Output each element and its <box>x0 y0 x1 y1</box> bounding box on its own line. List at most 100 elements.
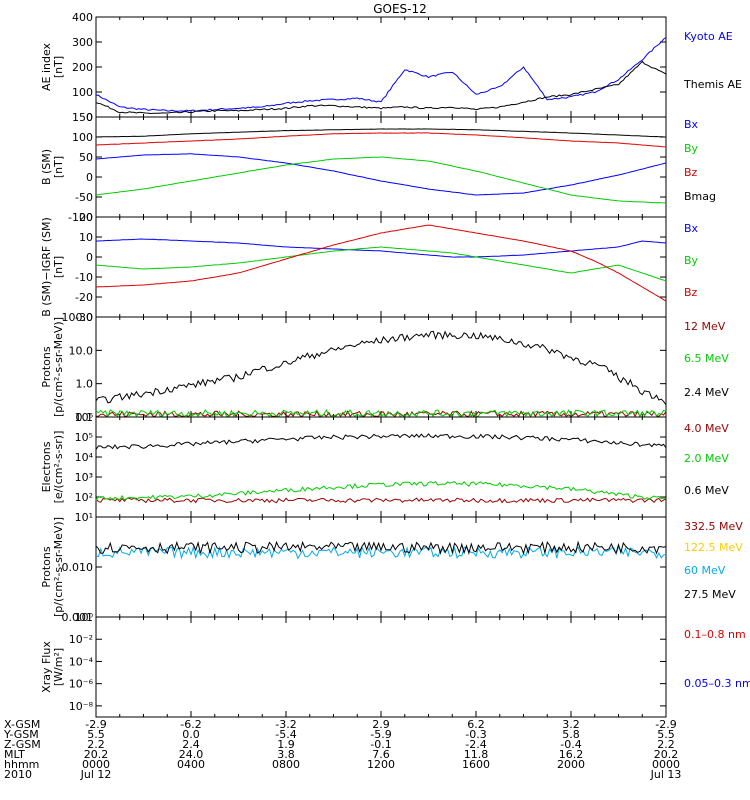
panel-ae: 0 100 200 300 400 AE index[nT] Kyoto AE Themis … <box>40 11 742 124</box>
legend-protons_high-0: 332.5 MeV <box>684 520 743 533</box>
ephemeris-value: 2.9 <box>372 718 390 731</box>
legend-bdiff-2: Bz <box>684 286 698 299</box>
y-tick-label: 150 <box>72 111 93 124</box>
legend-electrons-0: 4.0 MeV <box>684 422 729 435</box>
y-tick-label: 1.0 <box>76 378 94 391</box>
y-axis-label: Xray Flux[W/m²] <box>40 641 65 693</box>
y-tick-label: 20 <box>79 211 93 224</box>
ephemeris-value: -0.1 <box>370 738 391 751</box>
panel-frame <box>95 416 667 518</box>
ephemeris-value: 7.6 <box>372 748 390 761</box>
ephemeris-value: Jul 12 <box>80 768 112 781</box>
ephemeris-value: 20.2 <box>654 748 679 761</box>
y-tick-label: 10⁻⁶ <box>69 678 94 691</box>
ephemeris-value: 6.2 <box>467 718 485 731</box>
ephemeris-value: 0000 <box>652 758 680 771</box>
legend-xray-0: 0.1–0.8 nm <box>684 628 746 641</box>
panel-frame <box>95 116 667 218</box>
y-tick-label: 300 <box>72 36 93 49</box>
ephemeris-value: 11.8 <box>464 748 489 761</box>
y-tick-label: 10 <box>79 231 93 244</box>
y-tick-label: -100 <box>68 211 93 224</box>
panel-frame <box>95 316 667 418</box>
y-tick-label: 10² <box>75 491 93 504</box>
ephemeris-value: 5.8 <box>562 728 580 741</box>
series-electrons-0 <box>95 497 667 504</box>
panel-bsm: -100 -50 0 50 100 150 B (SM)[nT] Bx By Bz Bmag <box>40 111 716 224</box>
ephemeris-value: -5.9 <box>370 728 391 741</box>
panel-protons_low: 0.1 1.0 10.0 100.0Protons[p/(cm²-s-sr-MeV)]… <box>40 311 729 424</box>
ephemeris-row-label: MLT <box>4 748 25 761</box>
legend-protons_high-2: 60 MeV <box>684 564 726 577</box>
ephemeris-value: 2.2 <box>657 738 675 751</box>
y-tick-label: 0 <box>86 111 93 124</box>
y-axis-label: B (SM)−IGRF (SM)[nT] <box>40 217 65 317</box>
y-axis-label: Protons[p/(cm²-s-sr-MeV)] <box>40 517 65 617</box>
ephemeris-value: 5.5 <box>657 728 675 741</box>
series-bsm-1 <box>95 156 666 204</box>
ephemeris-value: 2.2 <box>87 738 105 751</box>
series-bdiff-1 <box>95 246 667 282</box>
y-tick-label: 50 <box>79 151 93 164</box>
series-ae-0 <box>95 37 667 112</box>
series-electrons-2 <box>95 433 667 450</box>
series-protons_low-2 <box>95 330 667 406</box>
y-tick-label: 10⁰ <box>75 611 94 624</box>
y-tick-label: 0.010 <box>62 561 94 574</box>
ephemeris-value: 1200 <box>367 758 395 771</box>
series-protons_low-1 <box>95 408 667 418</box>
ephemeris-value: Jul 13 <box>650 768 682 781</box>
series-protons_high-2 <box>95 545 667 560</box>
legend-electrons-2: 0.6 MeV <box>684 484 729 497</box>
y-tick-label: 10⁻⁸ <box>69 700 94 713</box>
y-tick-label: 0 <box>86 171 93 184</box>
ephemeris-value: -0.3 <box>465 728 486 741</box>
y-tick-label: 10⁴ <box>75 451 94 464</box>
y-tick-label: 10.0 <box>69 344 94 357</box>
ephemeris-value: -2.4 <box>465 738 486 751</box>
y-axis-label: B (SM)[nT] <box>40 149 65 185</box>
ephemeris-value: 20.2 <box>84 748 109 761</box>
legend-ae-0: Kyoto AE <box>684 30 733 43</box>
series-bsm-0 <box>95 153 667 196</box>
ephemeris-row-label: X-GSM <box>4 718 40 731</box>
ephemeris-value: 2.4 <box>182 738 200 751</box>
y-tick-label: 100 <box>72 131 93 144</box>
ephemeris-value: -2.9 <box>655 718 676 731</box>
legend-bsm-1: By <box>684 142 699 155</box>
y-tick-label: -10 <box>75 271 93 284</box>
ephemeris-value: 0000 <box>82 758 110 771</box>
y-tick-label: 100.0 <box>62 311 94 324</box>
ephemeris-value: 16.2 <box>559 748 584 761</box>
y-tick-label: -30 <box>75 311 93 324</box>
y-tick-label: 0.1 <box>76 411 94 424</box>
ephemeris-value: 0400 <box>177 758 205 771</box>
panel-frame <box>95 516 667 618</box>
y-tick-label: 200 <box>72 61 93 74</box>
y-axis-label: Electrons[e/(cm²-s-sr)] <box>40 431 65 504</box>
ephemeris-value: 3.8 <box>277 748 295 761</box>
series-electrons-1 <box>95 481 667 501</box>
panel-xray: 10⁻⁸ 10⁻⁶ 10⁻⁴ 10⁻² 10⁰ Xray Flux[W/m²] 0.1–0.… <box>40 611 750 718</box>
chart-title: GOES-12 <box>373 2 427 16</box>
y-axis-label: Protons[p/(cm²-s-sr-MeV)] <box>40 317 65 417</box>
series-bdiff-2 <box>95 224 667 302</box>
legend-bdiff-1: By <box>684 254 699 267</box>
legend-bsm-0: Bx <box>684 118 699 131</box>
y-tick-label: 10¹ <box>75 511 93 524</box>
legend-protons_high-3: 27.5 MeV <box>684 588 736 601</box>
y-tick-label: -50 <box>75 191 93 204</box>
ephemeris-row-label: Y-GSM <box>3 728 39 741</box>
legend-protons_high-1: 122.5 MeV <box>684 541 743 554</box>
y-tick-label: 0.001 <box>62 611 94 624</box>
ephemeris-value: -6.2 <box>180 718 201 731</box>
legend-xray-1: 0.05–0.3 nm <box>684 677 750 690</box>
legend-bdiff-0: Bx <box>684 222 699 235</box>
legend-protons_low-0: 12 MeV <box>684 320 726 333</box>
series-ae-1 <box>95 60 667 115</box>
series-bdiff-0 <box>95 238 667 258</box>
ephemeris-value: -2.9 <box>85 718 106 731</box>
